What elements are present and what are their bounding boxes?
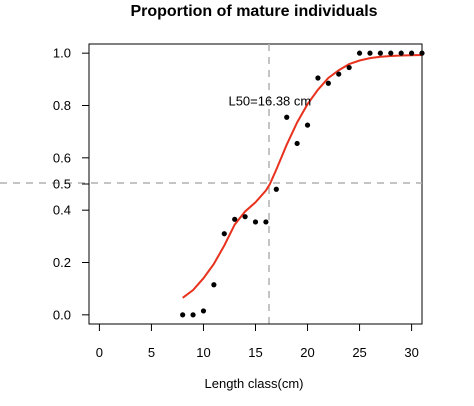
chart-title: Proportion of mature individuals [130,3,377,20]
data-point [190,312,196,318]
plot-frame [88,43,423,325]
x-axis: 0 5 10 15 20 25 30 [96,323,419,360]
data-point [398,50,404,56]
y-axis: 0.0 0.2 0.4 0.5 0.6 0.8 1.0 [53,46,90,322]
l50-annotation: L50=16.38 cm [228,93,311,108]
data-point [304,122,311,128]
y-tick-label: 0.0 [53,307,71,322]
x-tick-label: 25 [352,345,366,360]
data-point [263,219,269,225]
y-tick-label: 0.2 [53,255,71,270]
x-tick-label: 20 [300,345,314,360]
data-point [356,50,363,56]
y-tick-label: 1.0 [53,46,71,61]
data-points [180,50,425,318]
data-point [232,216,238,222]
data-point [419,50,425,56]
data-point [336,71,342,77]
data-point [388,50,394,56]
data-point [252,219,259,225]
data-point [211,282,217,288]
data-point [377,50,383,56]
data-point [367,50,373,56]
data-point [273,186,279,192]
data-point [315,75,321,81]
x-tick-label: 5 [148,345,155,360]
x-tick-label: 30 [404,345,418,360]
y-tick-label: 0.8 [53,98,71,113]
data-point [242,214,248,220]
logistic-curve [182,54,423,299]
x-tick-label: 15 [248,345,262,360]
data-point [200,308,207,314]
data-point [346,64,352,71]
y-tick-label: 0.5 [53,177,71,192]
x-tick-label: 0 [96,345,103,360]
data-point [325,80,331,86]
y-tick-label: 0.6 [53,150,71,165]
data-point [294,140,300,147]
data-point [221,231,227,237]
y-tick-label: 0.4 [53,203,71,218]
x-axis-label: Length class(cm) [205,376,304,391]
data-point [284,114,290,120]
data-point [180,312,186,318]
data-point [408,50,415,56]
x-tick-label: 10 [196,345,210,360]
